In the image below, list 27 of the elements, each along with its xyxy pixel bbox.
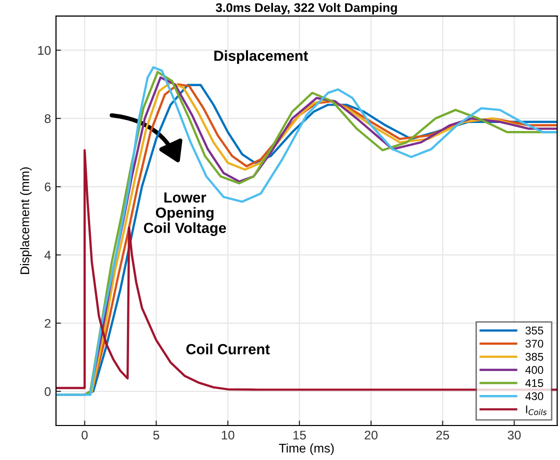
legend-label: I$_{Coils}$: [526, 406, 547, 416]
x-tick-label: 0: [82, 430, 88, 440]
y-tick-label: 6: [44, 182, 51, 192]
x-tick-label: 15: [293, 430, 306, 440]
x-tick-label: 20: [364, 430, 378, 440]
legend-label: 430: [525, 392, 544, 400]
y-tick-label: 2: [44, 318, 51, 328]
legend-label: 370: [526, 340, 544, 348]
x-tick-label: 5: [153, 430, 160, 440]
x-tick-label: 10: [222, 430, 234, 440]
chart-title: 3.0ms Delay, 322 Volt Damping: [216, 2, 397, 15]
x-axis-title: Time (ms): [279, 443, 334, 456]
legend-label: 385: [526, 352, 544, 361]
legend-label: 355: [526, 326, 544, 334]
y-axis-title: Displacement (mm): [20, 167, 32, 274]
y-tick-label: 8: [44, 114, 51, 124]
y-tick-label: 0: [44, 387, 51, 396]
legend-label: 415: [525, 379, 544, 388]
y-tick-label: 10: [38, 46, 51, 55]
x-tick-label: 25: [436, 430, 450, 440]
annotation: Coil Current: [186, 344, 270, 354]
annotation: Displacement: [214, 50, 308, 64]
x-tick-label: 30: [508, 430, 521, 440]
line-series: [56, 149, 558, 391]
annotation: Lower Opening Coil Voltage: [144, 192, 226, 236]
y-tick-label: 4: [44, 250, 51, 260]
legend-label: 400: [525, 366, 544, 374]
